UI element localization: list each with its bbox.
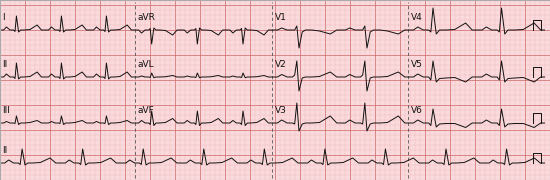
Text: V3: V3 [275,106,287,115]
Text: aVR: aVR [138,13,156,22]
Text: V5: V5 [411,60,423,69]
Text: V1: V1 [275,13,287,22]
Text: aVF: aVF [138,106,155,115]
Text: aVL: aVL [138,60,155,69]
Text: III: III [2,106,10,115]
Text: V4: V4 [411,13,423,22]
Text: I: I [2,13,4,22]
Text: V2: V2 [275,60,287,69]
Text: II: II [2,60,7,69]
Text: V6: V6 [411,106,423,115]
Text: II: II [2,146,7,155]
